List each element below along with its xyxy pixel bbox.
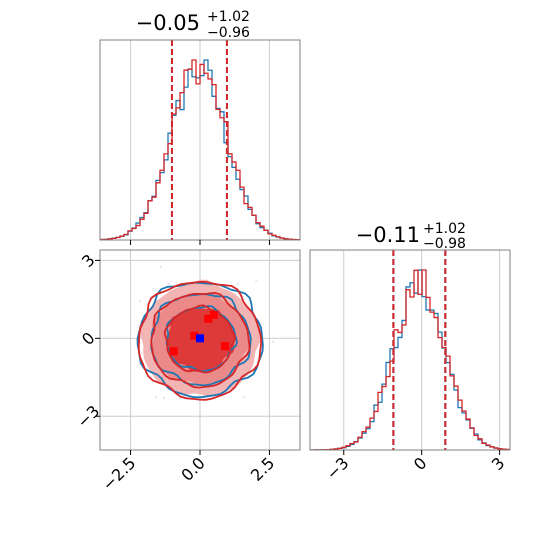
contour-line-red xyxy=(137,281,263,401)
title-plus: +1.02 xyxy=(207,9,250,25)
histogram-bars xyxy=(310,269,510,450)
title-minus: −0.96 xyxy=(207,25,250,41)
peak-marker xyxy=(169,347,178,356)
x-ticks: −3 0 3 xyxy=(322,450,508,484)
sample-point xyxy=(179,397,182,400)
title-minus: −0.98 xyxy=(423,236,466,252)
peak-marker xyxy=(190,331,199,340)
truth-point xyxy=(196,334,204,343)
x-tick-label: 2.5 xyxy=(247,453,278,484)
title-median: −0.11 xyxy=(356,223,420,247)
title-plus: +1.02 xyxy=(423,221,466,237)
sample-point xyxy=(255,279,258,282)
x-tick-label: 0.0 xyxy=(177,453,208,484)
quantile-lines xyxy=(392,250,447,450)
x-tick-label: −3 xyxy=(322,453,352,483)
x-tick-label: 3 xyxy=(488,453,509,474)
sample-point xyxy=(242,395,245,398)
sample-point xyxy=(271,340,274,343)
quantile-lines xyxy=(170,40,228,240)
sample-point xyxy=(138,300,141,303)
x-ticks xyxy=(130,240,270,245)
sample-point xyxy=(246,374,249,377)
sample-point xyxy=(260,344,263,347)
sample-point xyxy=(140,351,143,354)
sample-point xyxy=(162,397,165,400)
sample-point xyxy=(159,265,162,268)
axes-frame xyxy=(309,249,511,451)
sample-point xyxy=(167,282,170,285)
histogram-red xyxy=(100,59,300,240)
contour-line-blue xyxy=(136,281,264,399)
histogram-panel-x: −0.05 +1.02 −0.96 xyxy=(99,9,301,245)
contour-panel: −2.5 0.0 2.530−3 xyxy=(73,249,301,494)
histogram-bars xyxy=(100,59,300,240)
x-tick-label: −2.5 xyxy=(98,453,139,494)
peak-marker xyxy=(204,314,213,323)
contour-line-red xyxy=(150,291,251,389)
sample-point xyxy=(225,285,228,288)
histogram-panel-y: −3 0 3 −0.11 +1.02 −0.98 xyxy=(309,221,511,484)
peak-marker xyxy=(221,342,229,351)
sample-point xyxy=(155,395,158,398)
sample-point xyxy=(241,296,244,299)
histogram-red xyxy=(310,269,510,450)
y-tick-label: −3 xyxy=(73,402,103,432)
contours xyxy=(136,265,274,401)
sample-point xyxy=(236,283,239,286)
title-median: −0.05 xyxy=(136,11,200,35)
x-tick-label: 0 xyxy=(410,453,431,474)
peak-marker xyxy=(209,310,218,319)
